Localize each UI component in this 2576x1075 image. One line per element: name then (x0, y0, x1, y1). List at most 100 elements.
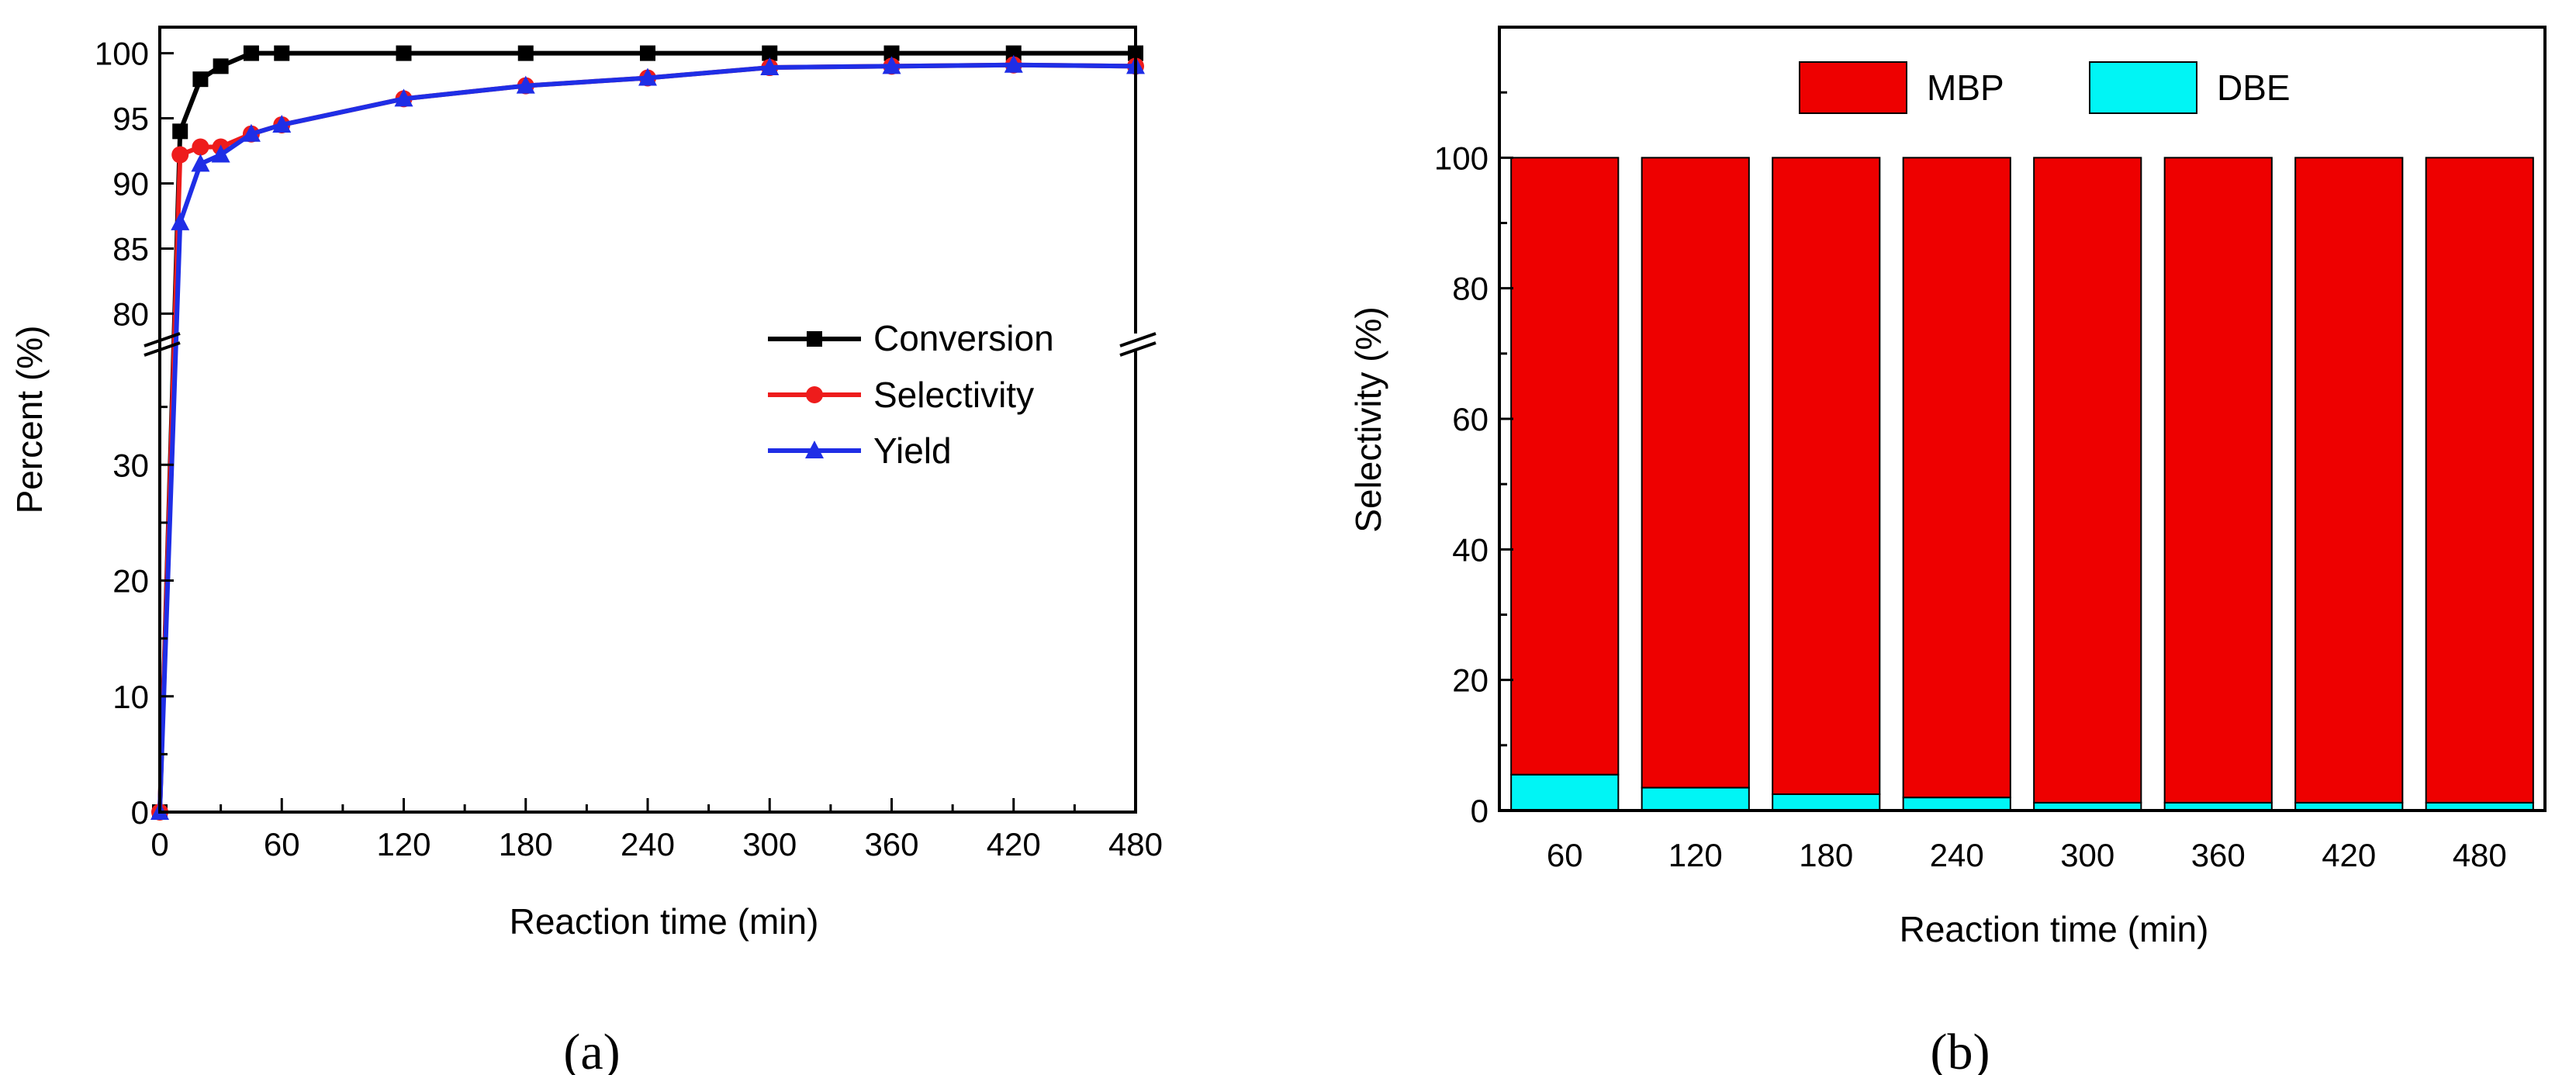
series-line-selectivity (157, 62, 1136, 813)
data-point-yield (191, 154, 210, 172)
data-point-conversion (274, 45, 290, 61)
panel-a-y-tick-label: 30 (112, 447, 149, 483)
data-point-conversion (396, 45, 412, 61)
bar-dbe-180 (1772, 793, 1881, 811)
data-point-selectivity (171, 146, 189, 164)
panel-a-x-tick-label: 300 (742, 826, 797, 862)
panel-b-y-tick-label: 20 (1452, 662, 1489, 699)
data-point-conversion (762, 45, 778, 61)
legend-label-mbp: MBP (1927, 67, 2004, 108)
panel-b-y-tick-label: 100 (1434, 140, 1489, 176)
legend-label-dbe: DBE (2217, 67, 2291, 108)
legend-marker-conversion (807, 331, 822, 347)
data-point-yield (516, 75, 535, 94)
data-point-yield (272, 114, 292, 133)
panel-b-x-tick-label: 300 (2060, 837, 2114, 873)
panel-b-y-tick-label: 80 (1452, 271, 1489, 307)
panel-b-x-tick-label: 60 (1547, 837, 1583, 873)
panel-a-y-tick-label: 90 (112, 166, 149, 202)
data-point-yield (760, 57, 780, 76)
panel-a-legend: Conversion Selectivity Yield (768, 318, 1054, 471)
series-line-conversion (157, 50, 1136, 813)
data-point-yield (211, 144, 230, 163)
bar-mbp-480 (2425, 157, 2534, 804)
panel-b-x-tick-label: 420 (2322, 837, 2376, 873)
panel-a-y-tick-label: 85 (112, 230, 149, 267)
panel-b-label: (b) (1931, 1024, 1990, 1075)
series-yield (150, 54, 1145, 820)
data-point-conversion (883, 45, 900, 61)
panel-a-y-tick-label: 80 (112, 296, 149, 332)
panel-a-x-tick-label: 0 (150, 826, 168, 862)
bar-mbp-180 (1772, 157, 1881, 795)
legend-item-selectivity: Selectivity (768, 375, 1034, 415)
legend-item-yield: Yield (768, 430, 952, 471)
bar-mbp-60 (1510, 157, 1620, 776)
panel-a-y-tick-label: 95 (112, 101, 149, 137)
data-point-yield (1004, 54, 1023, 73)
legend-item-conversion: Conversion (768, 318, 1054, 358)
bar-mbp-240 (1902, 157, 2011, 799)
data-point-conversion (517, 45, 534, 61)
panel-a-y-axis-title: Percent (%) (9, 326, 50, 514)
legend-marker-selectivity (806, 386, 823, 403)
panel-a-series-layer (150, 45, 1145, 821)
panel-a-x-tick-label: 360 (864, 826, 918, 862)
panel-a-y-tick-label: 20 (112, 563, 149, 600)
panel-b-x-axis-title: Reaction time (min) (1900, 909, 2209, 949)
data-point-selectivity (192, 138, 209, 156)
panel-a-x-tick-label: 240 (621, 826, 675, 862)
legend-label-yield: Yield (873, 430, 952, 471)
panel-b-x-tick-label: 120 (1668, 837, 1723, 873)
panel-b-y-tick-label: 40 (1452, 531, 1489, 568)
panel-b-x-tick-label: 240 (1930, 837, 1984, 873)
data-point-conversion (192, 71, 209, 88)
data-point-yield (394, 88, 413, 107)
panel-a-x-tick-label: 120 (376, 826, 430, 862)
panel-b-x-tick-label: 360 (2191, 837, 2246, 873)
legend-item-dbe: DBE (2089, 61, 2291, 114)
bar-mbp-300 (2033, 157, 2142, 804)
series-line-yield (157, 62, 1136, 813)
panel-b-x-tick-label: 480 (2453, 837, 2507, 873)
panel-a-x-axis-title: Reaction time (min) (510, 901, 819, 942)
bar-mbp-360 (2163, 157, 2273, 804)
panel-b-bars (1510, 157, 2534, 812)
legend-item-mbp: MBP (1799, 61, 2004, 114)
bar-mbp-120 (1641, 157, 1750, 789)
panel-b-axes: 60 120 180 240 300 360 420 480 0 20 40 60 80 100 (1434, 91, 2507, 873)
data-point-conversion (640, 45, 655, 61)
panel-a-y-tick-label: 0 (131, 794, 149, 831)
data-point-yield (171, 212, 190, 230)
panel-b-x-tick-label: 180 (1799, 837, 1853, 873)
panel-a-x-tick-label: 420 (987, 826, 1041, 862)
panel-a-x-tick-label: 60 (264, 826, 300, 862)
bar-dbe-240 (1902, 797, 2011, 811)
axis-break-marks (143, 332, 1157, 357)
data-point-conversion (213, 58, 229, 74)
data-point-yield (241, 123, 261, 142)
bar-dbe-60 (1510, 773, 1620, 811)
data-point-conversion (243, 45, 259, 61)
panel-b-stacked-bar-chart: 60 120 180 240 300 360 420 480 0 20 40 60 80 100 Sele… (1348, 26, 2547, 1075)
panel-a-x-tick-label: 480 (1108, 826, 1163, 862)
panel-a-line-chart: 0 60 120 180 240 300 360 420 480 0 10 20 30 80 85 90 95 1… (9, 26, 1163, 1075)
left-axis-break-mark (143, 332, 181, 357)
legend-label-selectivity: Selectivity (873, 375, 1034, 415)
panel-a-label: (a) (563, 1024, 620, 1075)
panel-b-legend: MBP DBE (1799, 61, 2291, 114)
data-point-conversion (172, 123, 188, 140)
panel-b-y-axis-title: Selectivity (%) (1348, 306, 1388, 532)
legend-swatch-mbp (1799, 61, 1907, 114)
series-selectivity (151, 56, 1144, 821)
data-point-yield (638, 67, 657, 86)
right-axis-break-mark (1119, 332, 1157, 357)
panel-a-frame (158, 26, 1137, 814)
panel-b-y-tick-label: 60 (1452, 401, 1489, 437)
bar-dbe-120 (1641, 786, 1750, 812)
panel-a-y-tick-label: 100 (95, 36, 149, 72)
legend-marker-yield (805, 441, 824, 458)
data-point-yield (882, 56, 901, 74)
panel-a-x-tick-label: 180 (499, 826, 553, 862)
